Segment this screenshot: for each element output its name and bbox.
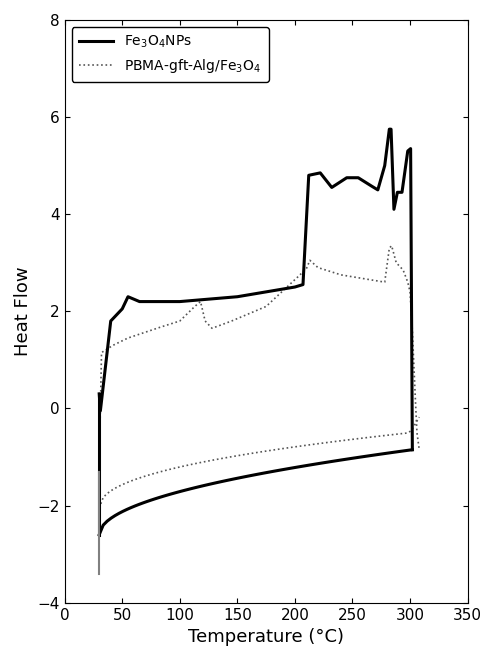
Y-axis label: Heat Flow: Heat Flow xyxy=(14,267,32,356)
Legend: Fe$_3$O$_4$NPs, PBMA-gft-Alg/Fe$_3$O$_4$: Fe$_3$O$_4$NPs, PBMA-gft-Alg/Fe$_3$O$_4$ xyxy=(71,27,268,82)
X-axis label: Temperature (°C): Temperature (°C) xyxy=(188,628,344,646)
